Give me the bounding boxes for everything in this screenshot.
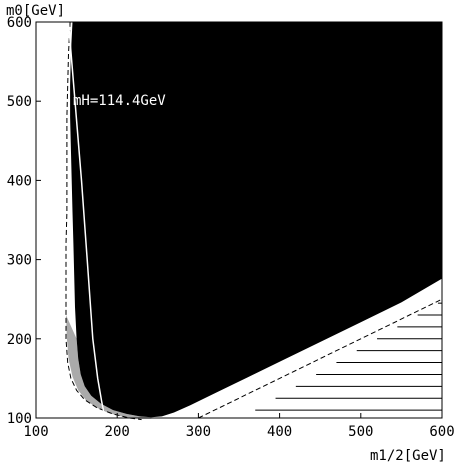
plot-area xyxy=(65,21,443,421)
y-axis: 100 200 300 400 500 600 xyxy=(7,15,41,427)
y-tick-label: 400 xyxy=(7,173,32,189)
y-tick-label: 300 xyxy=(7,253,32,269)
annotation-higgs-mass: mH=114.4GeV xyxy=(73,93,166,109)
excluded-region xyxy=(70,22,442,418)
x-tick-label: 600 xyxy=(429,424,454,440)
x-axis: 100 200 300 400 500 600 xyxy=(23,413,455,440)
higgs-mass-contour xyxy=(67,21,106,419)
y-tick-label: 600 xyxy=(7,15,32,31)
dashed-boundary-lower xyxy=(198,291,443,419)
x-tick-label: 400 xyxy=(267,424,292,440)
y-tick-label: 500 xyxy=(7,94,32,110)
y-tick-label: 200 xyxy=(7,332,32,348)
y-axis-label: m0[GeV] xyxy=(6,3,65,19)
x-tick-label: 100 xyxy=(23,424,48,440)
x-tick-label: 300 xyxy=(186,424,211,440)
x-tick-label: 500 xyxy=(348,424,373,440)
excluded-band xyxy=(66,315,152,419)
y-tick-label: 100 xyxy=(7,411,32,427)
x-axis-label: m1/2[GeV] xyxy=(370,448,446,464)
x-tick-label: 200 xyxy=(105,424,130,440)
plot-frame xyxy=(35,21,443,419)
